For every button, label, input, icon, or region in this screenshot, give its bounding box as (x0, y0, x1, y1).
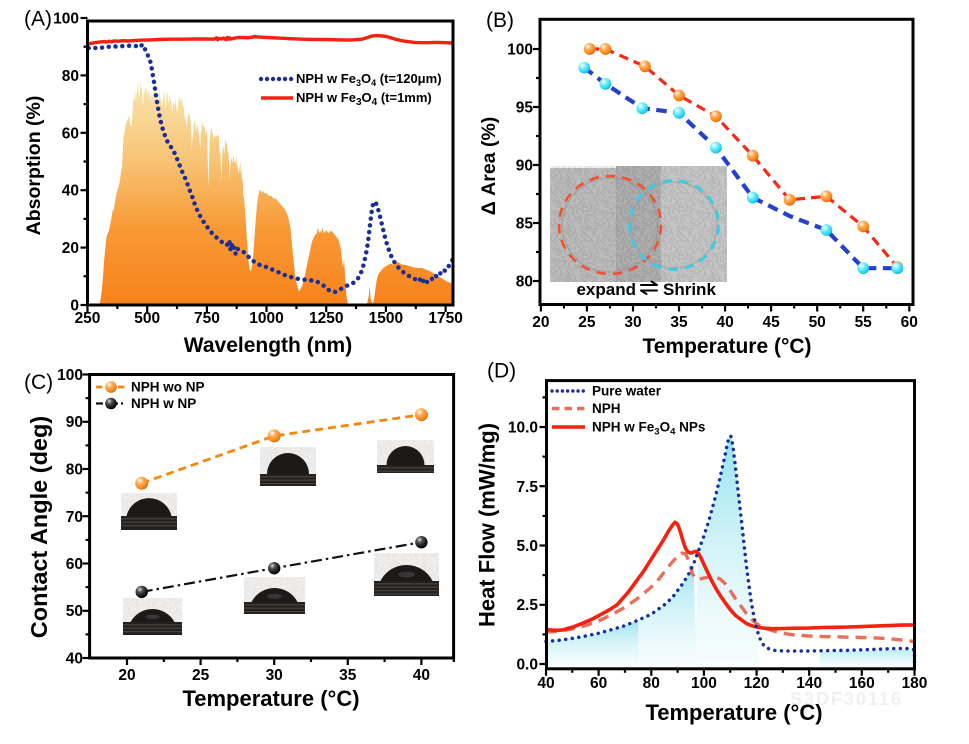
svg-text:40: 40 (413, 667, 430, 684)
svg-text:85: 85 (516, 216, 534, 233)
svg-text:1000: 1000 (249, 310, 283, 327)
svg-text:1750: 1750 (428, 310, 462, 327)
svg-text:1250: 1250 (309, 310, 343, 327)
svg-text:NPH w NP: NPH w NP (131, 396, 196, 411)
svg-text:90: 90 (66, 414, 83, 431)
svg-text:20: 20 (62, 240, 79, 257)
svg-text:40: 40 (62, 183, 79, 200)
svg-text:80: 80 (516, 274, 533, 291)
svg-text:40: 40 (66, 651, 83, 668)
svg-text:5.0: 5.0 (516, 538, 538, 555)
svg-text:(A): (A) (24, 8, 52, 31)
svg-text:250: 250 (75, 310, 101, 327)
svg-text:Temperature (°C): Temperature (°C) (182, 686, 359, 711)
svg-text:160: 160 (849, 675, 875, 692)
svg-text:80: 80 (62, 68, 79, 85)
svg-text:45: 45 (762, 314, 780, 331)
svg-text:Temperature (°C): Temperature (°C) (645, 700, 822, 725)
svg-text:NPH w Fe3O4 (t=1mm): NPH w Fe3O4 (t=1mm) (296, 90, 432, 108)
svg-text:Δ Area (%): Δ Area (%) (478, 117, 500, 216)
svg-text:Absorption (%): Absorption (%) (23, 96, 45, 236)
svg-text:(C): (C) (24, 371, 53, 394)
svg-text:20: 20 (118, 667, 135, 684)
svg-text:50: 50 (66, 603, 83, 620)
svg-text:S3DF30116: S3DF30116 (790, 689, 903, 709)
svg-text:50: 50 (809, 314, 826, 331)
svg-text:(D): (D) (487, 360, 516, 383)
svg-text:140: 140 (796, 675, 822, 692)
svg-text:180: 180 (902, 675, 928, 692)
svg-text:Temperature (°C): Temperature (°C) (642, 335, 811, 358)
svg-text:750: 750 (194, 310, 220, 327)
svg-text:60: 60 (62, 125, 79, 142)
svg-text:100: 100 (691, 675, 717, 692)
svg-text:60: 60 (66, 556, 83, 573)
svg-text:Heat Flow (mW/mg): Heat Flow (mW/mg) (475, 423, 500, 627)
svg-text:100: 100 (57, 367, 83, 384)
svg-text:40: 40 (537, 675, 554, 692)
svg-text:2.5: 2.5 (516, 597, 538, 614)
svg-text:60: 60 (901, 314, 918, 331)
svg-text:0: 0 (70, 298, 79, 315)
svg-text:NPH w Fe3O4 (t=120μm): NPH w Fe3O4 (t=120μm) (296, 71, 442, 88)
svg-text:80: 80 (66, 462, 83, 479)
svg-text:30: 30 (266, 667, 283, 684)
svg-text:120: 120 (744, 675, 770, 692)
svg-text:Pure water: Pure water (592, 384, 662, 399)
svg-text:500: 500 (134, 310, 160, 327)
svg-text:10.0: 10.0 (508, 420, 538, 437)
svg-text:NPH w Fe3O4 NPs: NPH w Fe3O4 NPs (592, 420, 705, 438)
svg-text:(B): (B) (486, 9, 514, 32)
svg-text:Shrink: Shrink (663, 280, 716, 299)
svg-text:80: 80 (643, 675, 660, 692)
svg-text:55: 55 (855, 314, 873, 331)
svg-text:100: 100 (507, 42, 533, 59)
svg-text:NPH wo NP: NPH wo NP (131, 380, 205, 395)
svg-text:70: 70 (66, 509, 83, 526)
svg-text:NPH: NPH (592, 401, 621, 416)
svg-text:35: 35 (339, 667, 357, 684)
svg-text:expand: expand (576, 280, 636, 299)
svg-text:25: 25 (578, 314, 596, 331)
svg-text:30: 30 (624, 314, 641, 331)
svg-text:60: 60 (590, 675, 607, 692)
svg-text:25: 25 (192, 667, 210, 684)
svg-text:Contact Angle (deg): Contact Angle (deg) (26, 416, 52, 638)
svg-text:20: 20 (532, 314, 549, 331)
svg-text:Wavelength (nm): Wavelength (nm) (184, 334, 352, 357)
svg-text:1500: 1500 (369, 310, 403, 327)
svg-text:40: 40 (716, 314, 733, 331)
svg-text:100: 100 (53, 11, 79, 28)
svg-text:0.0: 0.0 (516, 657, 538, 674)
svg-text:95: 95 (516, 100, 534, 117)
svg-text:35: 35 (670, 314, 688, 331)
svg-text:7.5: 7.5 (516, 479, 538, 496)
svg-text:90: 90 (516, 158, 533, 175)
